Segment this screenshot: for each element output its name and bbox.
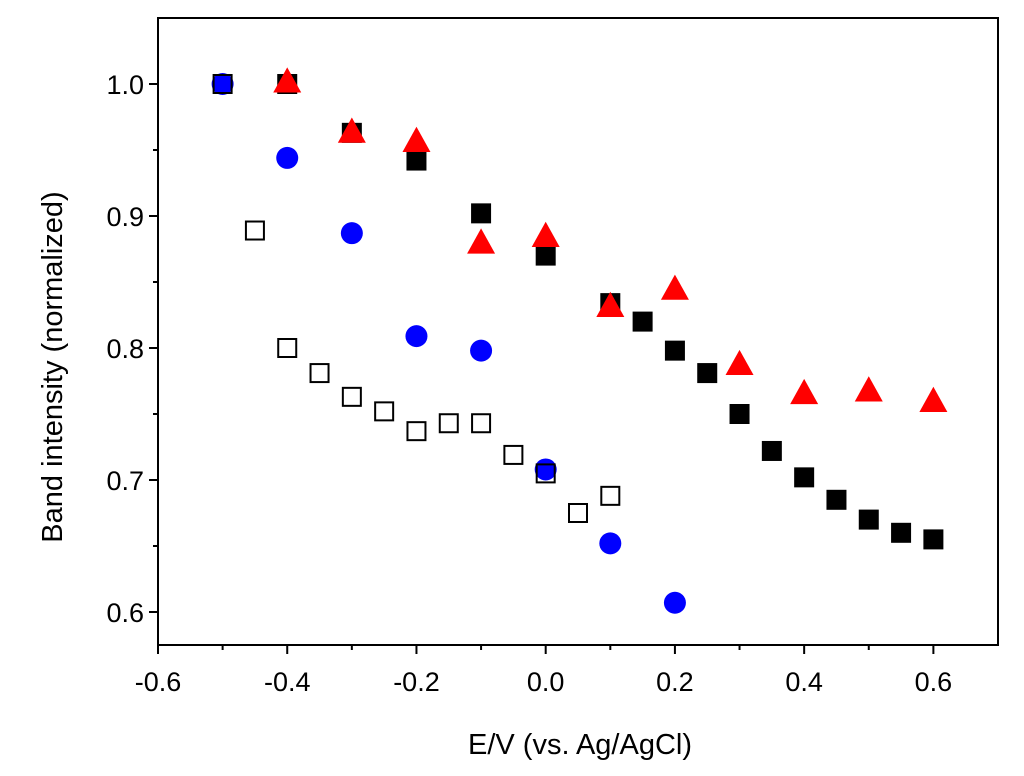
x-tick-label: 0.6 [915, 667, 953, 697]
filled-square-point [794, 467, 815, 488]
filled-square-point [826, 489, 847, 510]
y-tick-label: 0.6 [106, 598, 144, 628]
triangle-point [790, 378, 819, 405]
filled-square-point [858, 509, 879, 530]
open-square-point [341, 386, 362, 407]
triangle-point [337, 117, 366, 143]
filled-square-point [923, 529, 944, 550]
triangle-point [919, 386, 948, 412]
circle-point [470, 339, 493, 362]
open-square-point [535, 463, 556, 484]
y-tick-label: 0.9 [106, 202, 144, 232]
open-square-point [406, 421, 427, 442]
filled-square-point [632, 311, 653, 332]
circle-point [599, 532, 622, 555]
filled-square-point [471, 203, 492, 224]
triangle-point [596, 291, 625, 317]
y-tick-label: 0.8 [106, 334, 144, 364]
circle-point [534, 458, 557, 481]
open-square-point [600, 485, 621, 506]
circle-point [276, 146, 299, 169]
y-tick-label: 0.7 [106, 466, 144, 496]
triangle-point [660, 274, 689, 300]
x-tick-label: 0.4 [785, 667, 823, 697]
open-square-point [212, 74, 233, 94]
triangle-point [402, 126, 431, 152]
x-tick-label: -0.4 [264, 667, 311, 697]
triangle-point [273, 67, 302, 93]
filled-square-point [406, 150, 427, 171]
plot-frame [157, 17, 999, 646]
open-square-point [309, 363, 330, 384]
circle-point [663, 591, 686, 614]
triangle-point [467, 228, 496, 254]
x-tick-label: 0.0 [527, 667, 565, 697]
triangle-point [531, 221, 560, 247]
open-square-point [438, 413, 459, 434]
circle-point [405, 325, 428, 348]
axes: -0.6 -0.4 -0.2 0.0 0.2 0.4 0.6 0.6 0.7 0.8 0.9 1.0 [106, 17, 999, 697]
filled-square-point [891, 522, 912, 543]
open-square-point [568, 503, 588, 523]
triangle-point [854, 376, 883, 402]
series-open-squares [212, 74, 621, 523]
circle-point [211, 73, 234, 95]
open-square-point [244, 220, 265, 241]
x-axis-label: E/V (vs. Ag/AgCl) [468, 729, 692, 761]
filled-square-point [697, 363, 718, 384]
series-circles [211, 73, 686, 614]
series-triangles [273, 67, 948, 412]
x-tick-label: 0.2 [656, 667, 694, 697]
y-axis-label: Band intensity (normalized) [37, 191, 69, 542]
filled-square-point [729, 404, 750, 424]
x-tick-label: -0.2 [393, 667, 440, 697]
triangle-point [725, 349, 754, 376]
filled-square-point [535, 245, 556, 266]
filled-square-point [664, 340, 685, 361]
open-square-point [471, 413, 492, 434]
open-square-point [503, 444, 524, 465]
open-square-point [374, 401, 395, 422]
x-tick-label: -0.6 [135, 667, 182, 697]
circle-point [340, 222, 363, 245]
y-tick-label: 1.0 [106, 70, 144, 100]
filled-square-point [761, 440, 782, 461]
data-marks [211, 67, 948, 614]
open-square-point [277, 338, 298, 358]
